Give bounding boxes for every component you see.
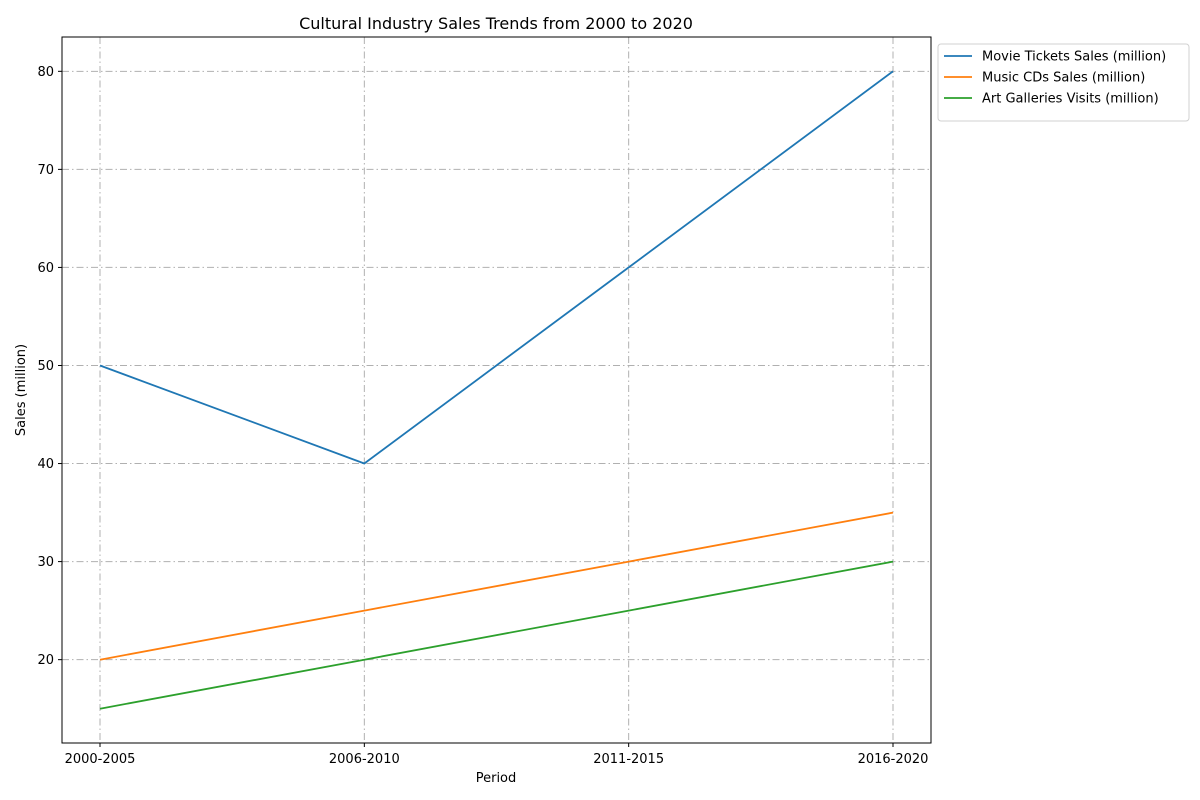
series-line-2: [99, 511, 894, 661]
legend-entry: Art Galleries Visits (million): [982, 92, 1159, 107]
legend: Movie Tickets Sales (million) Music CDs S…: [937, 43, 1190, 122]
x-tick-label: 2006-2010: [329, 752, 400, 767]
series-layer: [99, 70, 894, 710]
y-tick-label: 20: [37, 653, 54, 668]
x-tick-label: 2016-2020: [858, 752, 929, 767]
legend-entry: Movie Tickets Sales (million): [982, 50, 1166, 65]
x-axis: 2000-2005 2006-2010 2011-2015 2016-2020: [65, 743, 929, 767]
x-tick-label: 2000-2005: [65, 752, 136, 767]
y-tick-label: 70: [37, 163, 54, 178]
legend-entry: Music CDs Sales (million): [982, 71, 1145, 86]
y-tick-label: 80: [37, 65, 54, 80]
y-axis-label: Sales (million): [14, 344, 29, 436]
series-line-1: [99, 70, 894, 465]
legend-box: [937, 43, 1190, 122]
y-tick-label: 60: [37, 261, 54, 276]
y-tick-label: 50: [37, 359, 54, 374]
y-axis: 20 30 40 50 60 70 80: [37, 65, 62, 668]
series-line-3: [99, 560, 894, 710]
y-tick-label: 40: [37, 457, 54, 472]
grid-lines: [62, 37, 931, 743]
x-axis-label: Period: [476, 771, 517, 786]
y-tick-label: 30: [37, 555, 54, 570]
chart-title: Cultural Industry Sales Trends from 2000…: [299, 14, 693, 33]
plot-frame: [61, 36, 932, 744]
x-tick-label: 2011-2015: [593, 752, 664, 767]
